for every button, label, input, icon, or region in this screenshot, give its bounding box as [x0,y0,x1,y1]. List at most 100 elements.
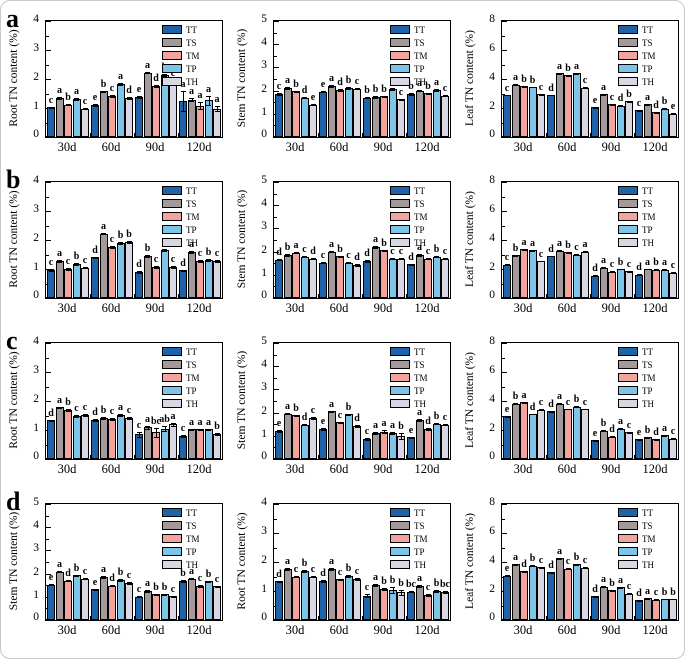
error-bar-cap [136,96,142,98]
sig-letter: b [161,581,168,593]
legend-label-TT: TT [186,186,197,196]
y-tick-label: 4 [261,36,267,49]
y-tick-label: 0 [261,289,267,301]
sig-letter: b [381,575,387,587]
x-tick-label: 120d [642,301,668,315]
error-bar-cap [48,419,54,421]
legend-label-TH: TH [414,77,426,87]
error-bar-cap [346,262,351,264]
bar-TP [344,575,353,620]
bar-TM [652,269,660,298]
y-tick-label: 4 [33,13,39,25]
error-bar-cap [373,586,378,588]
sig-letter: c [582,396,588,408]
error-bar-cap [548,572,554,574]
error-bar-cap [645,268,650,270]
x-tick-label: 60d [557,623,577,637]
error-bar-cap [136,597,142,599]
error-bar-cap [74,416,79,418]
sig-letter: a [574,60,579,72]
x-tick [318,455,319,459]
x-tick-label: 60d [101,301,121,315]
bar-TP [204,429,213,459]
x-tick [362,455,363,459]
error-bar-cap [170,422,176,424]
error-bar-cap [626,431,632,433]
error-bar-cap [408,590,414,592]
y-major-tick [274,90,279,92]
x-tick [134,294,135,298]
y-tick-label: 0 [33,450,39,462]
legend-swatch-TH [162,560,182,569]
error-bar-cap [626,101,632,103]
x-tick [406,455,407,459]
legend-swatch-TM [162,51,182,60]
error-bar-cap [582,568,588,570]
bar-TH [669,272,677,298]
error-bar-cap [285,570,290,572]
error-bar-cap [364,439,370,441]
legend-swatch-TP [390,225,410,234]
error-bar-cap [320,428,326,430]
error-bar-cap [126,416,132,418]
error-bar-cap [346,88,351,90]
plot-area: e b a d c d a c b c e b d a c e b d a c TT TS TM TP TH [501,342,679,460]
sig-letter: c [170,583,176,595]
error-bar-cap [197,428,203,430]
bar-TT [635,600,643,620]
plot-area: d a b c c d b c a c c a bc ab a c a a a b TT TS TM TP TH [45,342,223,460]
bar-TH [669,113,677,137]
sig-letter: a [417,242,422,254]
x-tick-label: 120d [186,301,212,315]
error-bar-cap [48,270,54,272]
y-tick-label: 2 [489,100,495,112]
legend-label-TP: TP [414,547,425,557]
legend-swatch-TS [162,360,182,369]
bar-TH [537,94,545,137]
sig-letter: c [364,582,370,594]
bar-TS [643,437,652,459]
x-tick-label: 30d [57,140,77,154]
legend-swatch-TS [618,521,638,530]
x-tick-label: 60d [101,140,121,154]
legend-label-TS: TS [186,521,197,531]
error-bar-cap [109,419,115,421]
y-minor-tick [274,354,277,356]
error-bar-cap [354,88,360,90]
legend-label-TH: TH [642,238,654,248]
error-bar-cap [557,251,562,253]
error-bar-cap [592,106,598,108]
sig-letter: c [398,245,404,257]
error-bar-cap [530,413,535,415]
sig-letter: c [153,254,159,266]
error-bar-cap [662,598,667,600]
error-bar-cap [74,264,79,266]
sig-letter: c [310,563,316,575]
legend-label-TM: TM [642,534,656,544]
bar-TS [371,97,380,137]
y-tick-label: 2 [261,404,267,417]
error-bar-cap [582,251,588,253]
error-bar-cap [285,87,290,89]
legend-label-TM: TM [186,51,200,61]
error-bar-cap [434,422,439,424]
bar-TS [187,252,196,298]
y-major-tick [46,211,51,212]
y-major-tick [274,412,279,414]
error-bar-cap [504,415,510,417]
error-bar-cap [74,263,79,265]
legend-swatch-TT [162,186,182,195]
error-bar-cap [364,96,370,98]
bar-TT [635,274,643,298]
sig-letter: e [592,94,598,106]
bar-TP [344,87,353,137]
sig-letter: d [636,587,642,599]
legend-swatch-TT [618,347,638,356]
y-tick-label: 5 [261,174,267,186]
y-minor-tick [46,515,49,517]
sig-letter: a [513,551,518,563]
sig-letter: c [626,258,632,270]
y-major-tick [274,562,279,563]
error-bar-cap [320,263,326,265]
sig-letter: d [153,73,159,85]
